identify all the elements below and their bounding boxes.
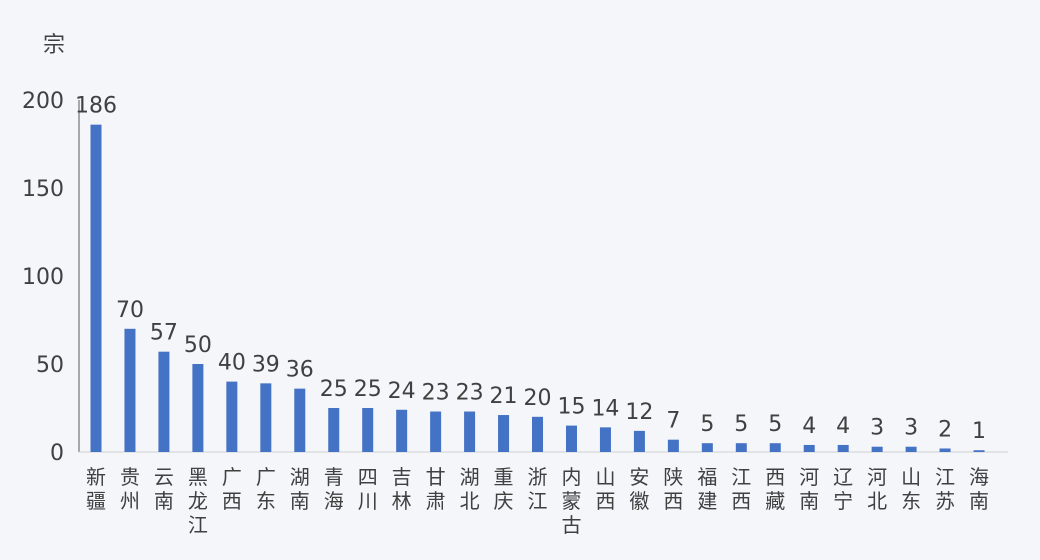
y-tick-label: 100 (22, 265, 64, 290)
x-tick-label: 江西 (731, 465, 751, 513)
data-label: 5 (768, 412, 782, 437)
data-label: 14 (591, 396, 619, 421)
data-label: 186 (75, 94, 117, 119)
data-label: 25 (354, 377, 382, 402)
x-tick-label: 山西 (595, 465, 615, 513)
data-label: 70 (116, 298, 144, 323)
bar (226, 381, 238, 452)
bar (90, 124, 102, 452)
bar (837, 444, 849, 452)
data-label: 50 (184, 333, 212, 358)
bar (124, 328, 136, 452)
bar (701, 443, 713, 452)
bar (667, 439, 679, 452)
data-label: 5 (734, 412, 748, 437)
bar (599, 427, 611, 452)
bar (905, 446, 917, 452)
data-label: 4 (836, 414, 850, 439)
y-axis-unit-label: 宗 (43, 33, 65, 58)
bar (192, 364, 204, 452)
bar (498, 415, 510, 452)
x-tick-label: 云南 (154, 465, 174, 513)
data-label: 39 (252, 352, 280, 377)
x-tick-label: 内蒙古 (561, 465, 581, 537)
bar (735, 443, 747, 452)
x-tick-label: 黑龙江 (188, 465, 208, 537)
x-tick-label: 甘肃 (426, 465, 446, 513)
bar (260, 383, 272, 452)
x-tick-label: 湖南 (290, 465, 310, 513)
data-label: 2 (938, 417, 952, 442)
x-tick-label: 浙江 (528, 465, 548, 513)
x-tick-label: 辽宁 (833, 465, 853, 513)
bar (294, 388, 306, 452)
data-label: 25 (320, 377, 348, 402)
x-tick-label: 西藏 (765, 465, 785, 513)
bar (396, 409, 408, 452)
data-label: 15 (557, 395, 585, 420)
bar (532, 416, 544, 452)
x-tick-label: 四川 (358, 465, 378, 513)
x-tick-label: 山东 (901, 465, 921, 513)
data-label: 23 (422, 381, 450, 406)
x-tick-label: 新疆 (86, 465, 106, 513)
bar (973, 450, 985, 452)
x-tick-label: 福建 (697, 465, 717, 513)
x-tick-label: 河南 (799, 465, 819, 513)
data-label: 3 (870, 416, 884, 441)
x-tick-label: 吉林 (392, 465, 412, 513)
bar (328, 408, 340, 452)
bar (769, 443, 781, 452)
x-tick-label: 河北 (867, 465, 887, 513)
bar (871, 446, 883, 452)
x-tick-label: 重庆 (494, 465, 514, 513)
x-tick-label: 湖北 (460, 465, 480, 513)
x-tick-label: 安徽 (629, 465, 649, 513)
y-tick-label: 200 (22, 89, 64, 114)
bar (158, 351, 170, 452)
data-label: 57 (150, 321, 178, 346)
data-label: 1 (972, 419, 986, 444)
y-tick-label: 150 (22, 177, 64, 202)
bar (803, 444, 815, 452)
y-tick-label: 50 (36, 353, 64, 378)
data-label: 7 (666, 409, 680, 434)
x-tick-label: 江苏 (935, 465, 955, 513)
x-tick-label: 广西 (222, 465, 242, 513)
bar (633, 430, 645, 452)
x-tick-label: 海南 (969, 465, 989, 513)
y-tick-label: 0 (50, 441, 64, 466)
x-tick-label: 陕西 (663, 465, 683, 513)
x-tick-label: 广东 (256, 465, 276, 513)
data-label: 12 (625, 400, 653, 425)
data-label: 24 (388, 379, 416, 404)
data-label: 3 (904, 416, 918, 441)
data-label: 36 (286, 358, 314, 383)
bar (939, 448, 951, 452)
bar (430, 411, 442, 452)
data-label: 23 (456, 381, 484, 406)
data-label: 21 (490, 384, 518, 409)
data-label: 40 (218, 351, 246, 376)
data-label: 4 (802, 414, 816, 439)
data-label: 20 (524, 386, 552, 411)
x-tick-label: 贵州 (120, 465, 140, 513)
bar (362, 408, 374, 452)
data-label: 5 (700, 412, 714, 437)
bar (565, 425, 577, 452)
x-tick-label: 青海 (324, 465, 344, 513)
bar (464, 411, 476, 452)
